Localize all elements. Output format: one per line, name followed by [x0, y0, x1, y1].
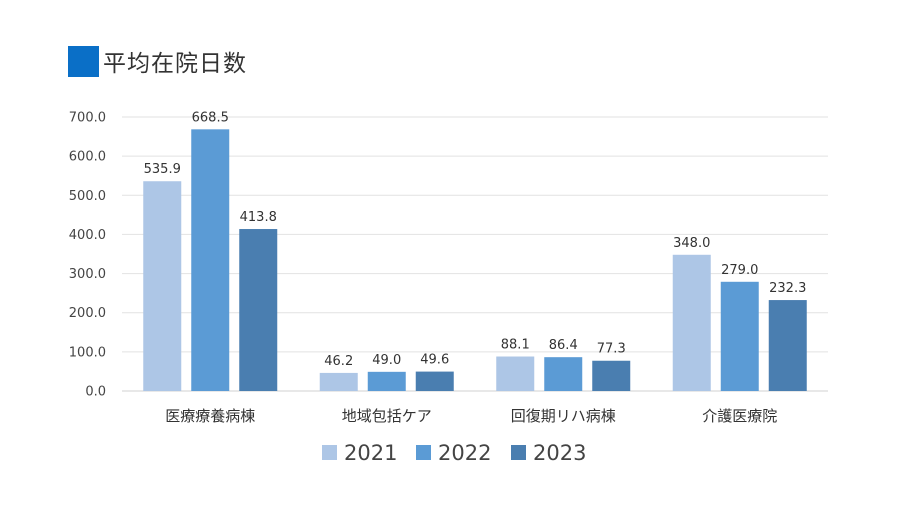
bar-2021	[143, 181, 182, 391]
y-tick-label: 200.0	[69, 306, 106, 321]
bar-2022	[720, 281, 759, 391]
y-tick-label: 600.0	[69, 150, 106, 165]
bar-2022	[191, 129, 230, 391]
bar-2022	[544, 357, 583, 391]
x-category-label: 介護医療院	[702, 407, 777, 425]
y-tick-label: 100.0	[69, 345, 106, 360]
data-label: 46.2	[324, 354, 353, 369]
legend-swatch-2022	[416, 445, 431, 460]
data-label: 413.8	[240, 210, 277, 225]
y-tick-label: 300.0	[69, 267, 106, 282]
x-axis-categories: 医療療養病棟 地域包括ケア 回復期リハ病棟 介護医療院	[165, 407, 777, 425]
bar-2023	[415, 371, 454, 391]
bar-2021	[319, 372, 358, 391]
bar-2023	[239, 229, 278, 391]
data-label: 49.0	[372, 353, 401, 368]
x-category-label: 回復期リハ病棟	[511, 407, 616, 425]
data-label: 86.4	[549, 338, 578, 353]
legend-swatch-2021	[322, 445, 337, 460]
bar-2021	[496, 356, 535, 391]
data-label: 232.3	[769, 281, 806, 296]
y-tick-label: 0.0	[85, 385, 106, 400]
data-labels: 535.9 668.5 413.8 46.2 49.0 49.6 88.1 86.4 77.3 3…	[144, 110, 807, 369]
y-tick-label: 700.0	[69, 111, 106, 126]
bar-2021	[672, 254, 711, 391]
data-label: 88.1	[501, 338, 530, 353]
legend-label-2021: 2021	[344, 441, 397, 465]
bars	[143, 129, 807, 391]
legend-swatch-2023	[511, 445, 526, 460]
legend: 2021 2022 2023	[322, 441, 586, 465]
data-label: 535.9	[144, 162, 181, 177]
data-label: 279.0	[721, 263, 758, 278]
y-tick-label: 500.0	[69, 189, 106, 204]
x-category-label: 医療療養病棟	[165, 407, 255, 425]
title-marker	[68, 45, 99, 77]
data-label: 77.3	[597, 342, 626, 357]
y-tick-label: 400.0	[69, 228, 106, 243]
bar-2022	[367, 371, 406, 391]
data-label: 668.5	[192, 110, 229, 125]
bar-2023	[768, 300, 807, 391]
bar-2023	[592, 360, 631, 391]
chart-title: 平均在院日数	[103, 51, 247, 77]
y-axis-ticks: 0.0 100.0 200.0 300.0 400.0 500.0 600.0 700.0	[69, 111, 106, 400]
chart-title-block: 平均在院日数	[68, 44, 247, 78]
legend-label-2022: 2022	[438, 441, 491, 465]
x-category-label: 地域包括ケア	[342, 407, 432, 425]
legend-label-2023: 2023	[533, 441, 586, 465]
data-label: 49.6	[420, 353, 449, 368]
data-label: 348.0	[673, 236, 710, 251]
